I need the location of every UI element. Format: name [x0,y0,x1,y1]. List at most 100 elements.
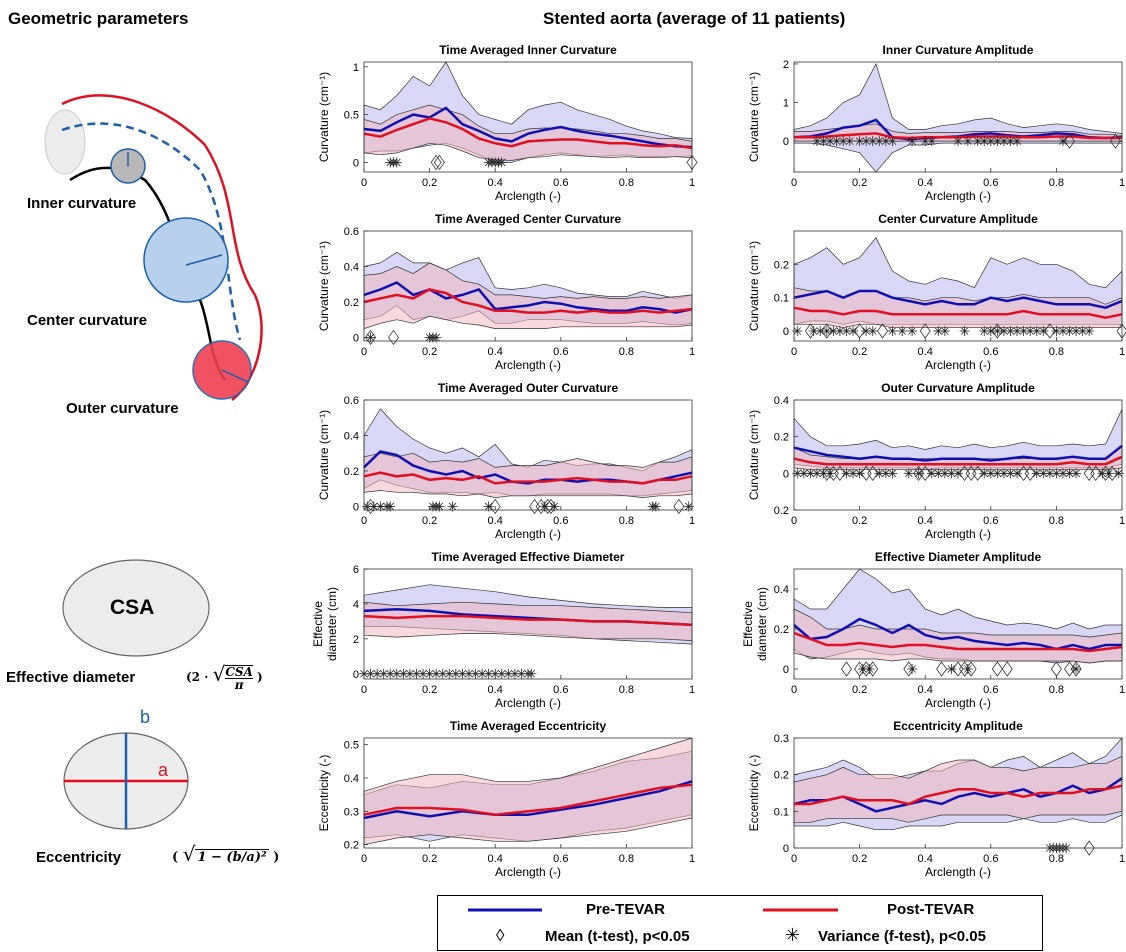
x-tick-label: 0.8 [1049,515,1064,527]
variance-marker [1084,326,1095,336]
pre-tevar-line [363,281,693,314]
y-tick-label: 0.5 [344,740,359,752]
mean-marker [840,661,852,677]
variance-marker [457,668,468,679]
mean-marker [919,465,931,482]
x-tick-label: 0 [791,853,797,865]
y-tick-label: 0.2 [774,432,789,444]
variance-marker [926,136,937,147]
x-tick-label: 0.2 [422,853,437,865]
chart-title: Time Averaged Center Curvature [435,212,622,226]
x-tick-label: 0.4 [488,684,503,696]
mean-marker [903,661,915,677]
mean-marker [1064,133,1076,149]
x-tick-label: 0.6 [983,346,998,358]
legend-pre-label: Pre-TEVAR [586,901,665,918]
variance-marker [825,468,836,479]
chart-panel: Center Curvature Amplitude 0 0.1 0.2 0 0.2 0.4… [740,212,1126,372]
mean-marker [965,661,977,677]
x-tick-label: 0.8 [619,853,634,865]
legend: Pre-TEVAR Post-TEVAR ◊ Mean (t-test), p<… [437,895,1043,951]
variance-marker [496,157,507,168]
x-tick-label: 0.6 [983,684,998,696]
variance-marker [979,136,990,147]
variance-marker [404,668,415,679]
legend-variance-label: Variance (f-test), p<0.05 [818,928,986,945]
y-tick-label: 4 [353,599,359,611]
y-axis-label: Effective [311,601,325,647]
axes-box [363,61,693,173]
chart-title: Time Averaged Inner Curvature [439,43,617,57]
axes-box [793,399,1123,511]
x-tick-label: 0.2 [422,515,437,527]
x-tick-label: 0.4 [918,853,933,865]
chart-title: Eccentricity Amplitude [893,719,1023,733]
x-tick-label: 0 [791,684,797,696]
post-tevar-line [363,117,693,150]
axis-b-label: b [140,707,151,727]
y-axis-label: Curvature (cm⁻¹) [317,241,331,331]
variance-marker [815,326,826,336]
x-tick-label: 1 [689,853,695,865]
x-tick-label: 0.6 [553,177,568,189]
x-tick-label: 1 [689,346,695,358]
variance-marker [1012,468,1023,479]
y-tick-label: 0.2 [344,466,359,478]
x-tick-label: 1 [689,684,695,696]
y-tick-label: 0 [353,669,359,681]
y-tick-label: 1 [783,98,789,110]
variance-marker [848,326,859,336]
variance-marker [1057,136,1068,147]
y-tick-label: 0 [353,332,359,344]
mean-marker [936,661,948,677]
geometric-parameters-heading: Geometric parameters [8,9,189,28]
y-tick-label: 0 [783,843,789,855]
mean-marker [365,498,377,515]
variance-marker [650,501,661,512]
x-tick-label: 1 [1119,177,1125,189]
y-tick-label: 0.2 [774,505,789,517]
x-tick-label: 1 [1119,515,1125,527]
x-tick-label: 0.2 [852,515,867,527]
variance-marker [844,136,855,147]
geometry-illustration [44,94,263,830]
x-tick-label: 0.8 [1049,853,1064,865]
y-tick-label: 0.2 [774,624,789,636]
mean-marker [991,323,1003,339]
csa-ellipse [62,559,210,657]
x-tick-label: 0.2 [422,684,437,696]
variance-marker [818,468,829,479]
effective-diameter-label: Effective diameter [6,669,136,686]
axis-a-label: a [158,760,169,780]
y-tick-label: 0.2 [774,770,789,782]
variance-marker [953,136,963,147]
y-axis-label: Eccentricity (-) [747,755,761,832]
center-curvature-circle [143,217,229,303]
x-tick-label: 1 [1119,684,1125,696]
post-tevar-line [363,614,693,627]
y-tick-label: 0.3 [344,806,359,818]
y-tick-label: 0.4 [344,261,359,273]
y-axis-label: Curvature (cm⁻¹) [747,241,761,331]
x-tick-label: 0 [361,684,367,696]
y-tick-label: 0.2 [344,297,359,309]
variance-marker [811,136,822,147]
x-tick-label: 0.8 [619,346,634,358]
variance-marker [857,664,868,674]
pre-tevar-line [793,617,1122,651]
mean-marker [1106,465,1118,482]
variance-marker [1064,326,1075,336]
variance-marker [903,468,914,479]
mean-marker [867,661,879,677]
chart-svg: Time Averaged Effective Diameter 0 2 4 6 0 0.2… [311,550,695,710]
center-curvature-label: Center curvature [27,312,148,329]
variance-marker [1005,326,1016,336]
y-tick-label: 0.2 [774,259,789,271]
variance-marker [962,136,973,147]
x-tick-label: 0.4 [918,346,933,358]
x-tick-label: 0 [791,515,797,527]
chart-title: Time Averaged Eccentricity [450,719,607,733]
variance-marker [516,668,527,679]
x-tick-label: 0.2 [852,346,867,358]
variance-marker [447,501,458,512]
